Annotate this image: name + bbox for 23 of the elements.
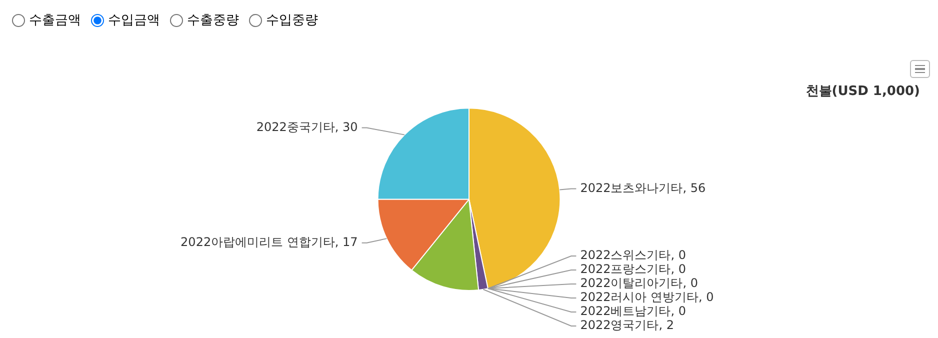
data-label: , 56 <box>682 180 706 195</box>
text: 천불(USD 1,000) <box>806 84 920 100</box>
data-label: , 2 <box>658 318 674 332</box>
text: 수입금액 <box>108 12 160 29</box>
text: , 0 <box>670 304 686 318</box>
text: 수입중량 <box>266 12 318 29</box>
category-label: 2022스위스기타 <box>580 248 671 262</box>
text: 수출금액 <box>29 12 81 29</box>
text: , 0 <box>698 290 714 304</box>
text: 수출중량 <box>187 12 239 29</box>
slice-label: 2022영국기타 <box>580 318 659 332</box>
slice-label: 2022중국기타 <box>256 120 335 134</box>
category-label: 2022프랑스기타 <box>580 262 671 276</box>
category-label: 2022이탈리아기타 <box>580 276 683 290</box>
text: , 0 <box>682 276 698 290</box>
data-label: , 30 <box>334 120 358 134</box>
category-label: 2022러시아 연방기타 <box>580 290 699 304</box>
data-label: , 17 <box>334 234 358 249</box>
text: , 0 <box>670 262 686 276</box>
slice-label: 2022보츠와나기타 <box>580 180 683 195</box>
slice-label: 2022아랍에미리트 연합기타 <box>180 234 335 249</box>
text: , 0 <box>670 248 686 262</box>
category-label: 2022베트남기타 <box>580 304 671 318</box>
